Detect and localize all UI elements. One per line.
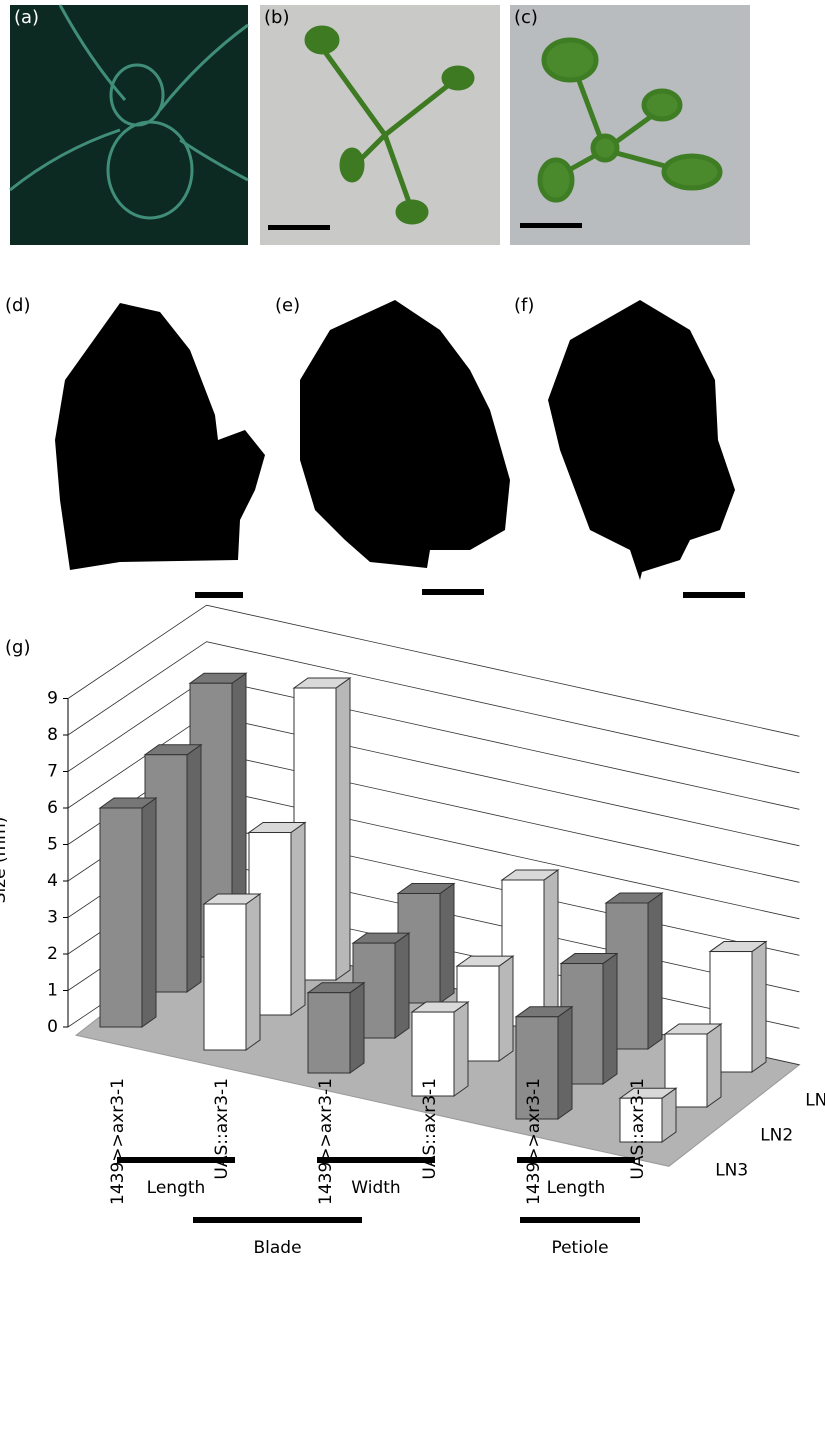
bar-front bbox=[100, 808, 142, 1027]
x-tick-label: UAS::axr3-1 bbox=[420, 1078, 440, 1180]
bar-side bbox=[707, 1024, 721, 1107]
bar-side bbox=[246, 894, 260, 1050]
series-label: LN1 bbox=[805, 1090, 825, 1110]
group-label: Length bbox=[547, 1178, 606, 1198]
leaf-outline bbox=[300, 300, 510, 568]
group-label: Length bbox=[147, 1178, 206, 1198]
chart-title: (g) bbox=[5, 637, 30, 658]
y-tick-label: 8 bbox=[47, 725, 58, 745]
scale-bar bbox=[683, 592, 745, 598]
figure: (a) (b) (c) (d) (e) (f) (g) Size (mm) 0 1… bbox=[0, 0, 825, 1451]
bar-side bbox=[558, 1007, 572, 1119]
leaf-outline bbox=[548, 300, 735, 580]
group-bar bbox=[517, 1157, 635, 1163]
bar-side bbox=[440, 884, 454, 1004]
bar-side bbox=[499, 956, 513, 1061]
leaf-outline bbox=[55, 303, 265, 570]
scale-bar bbox=[422, 589, 484, 595]
y-tick-label: 1 bbox=[47, 981, 58, 1001]
page: (a) (b) (c) (d) (e) (f) (g) Size (mm) 0 1… bbox=[0, 0, 825, 1451]
x-tick-label: UAS::axr3-1 bbox=[212, 1078, 232, 1180]
x-tick-label: 1439>>axr3-1 bbox=[316, 1078, 336, 1205]
group-bar bbox=[117, 1157, 235, 1163]
y-tick-label: 6 bbox=[47, 798, 58, 818]
panel-label: (c) bbox=[514, 7, 538, 28]
x-tick-label: 1439>>axr3-1 bbox=[524, 1078, 544, 1205]
bar bbox=[100, 798, 156, 1027]
scale-bar bbox=[520, 223, 582, 228]
panel-label: (b) bbox=[264, 7, 289, 28]
y-tick-label: 7 bbox=[47, 762, 58, 782]
y-tick-label: 9 bbox=[47, 689, 58, 709]
y-tick-label: 5 bbox=[47, 835, 58, 855]
group-label: Petiole bbox=[551, 1238, 608, 1258]
bar-side bbox=[752, 942, 766, 1072]
panel-label: (f) bbox=[514, 295, 534, 316]
group-bar bbox=[520, 1217, 640, 1223]
y-axis-label: Size (mm) bbox=[0, 817, 10, 904]
bar-side bbox=[454, 1002, 468, 1096]
bar bbox=[308, 983, 364, 1073]
bar-side bbox=[350, 983, 364, 1073]
bar-side bbox=[336, 678, 350, 980]
series-label: LN3 bbox=[715, 1160, 748, 1180]
bar-side bbox=[603, 954, 617, 1084]
bar-side bbox=[544, 870, 558, 1026]
bar-side bbox=[142, 798, 156, 1027]
y-tick-label: 2 bbox=[47, 944, 58, 964]
x-tick-label: 1439>>axr3-1 bbox=[108, 1078, 128, 1205]
group-label: Width bbox=[351, 1178, 400, 1198]
scale-bar bbox=[268, 225, 330, 230]
bar-side bbox=[187, 745, 201, 992]
photo-c bbox=[510, 5, 750, 245]
x-tick-label: UAS::axr3-1 bbox=[628, 1078, 648, 1180]
y-tick-label: 3 bbox=[47, 908, 58, 928]
panel-label: (d) bbox=[5, 295, 30, 316]
bar-side bbox=[291, 823, 305, 1016]
grid-line bbox=[68, 605, 799, 736]
series-label: LN2 bbox=[760, 1125, 793, 1145]
y-tick-label: 4 bbox=[47, 871, 58, 891]
bar-side bbox=[395, 933, 409, 1038]
y-tick-label: 0 bbox=[47, 1017, 58, 1037]
bar-front bbox=[204, 904, 246, 1050]
panel-label: (e) bbox=[275, 295, 300, 316]
bar-front bbox=[308, 993, 350, 1073]
group-bar bbox=[317, 1157, 435, 1163]
group-bar bbox=[193, 1217, 362, 1223]
scale-bar bbox=[195, 592, 243, 598]
bar-side bbox=[648, 893, 662, 1049]
bar bbox=[204, 894, 260, 1050]
panel-label: (a) bbox=[14, 7, 39, 28]
group-label: Blade bbox=[253, 1238, 301, 1258]
